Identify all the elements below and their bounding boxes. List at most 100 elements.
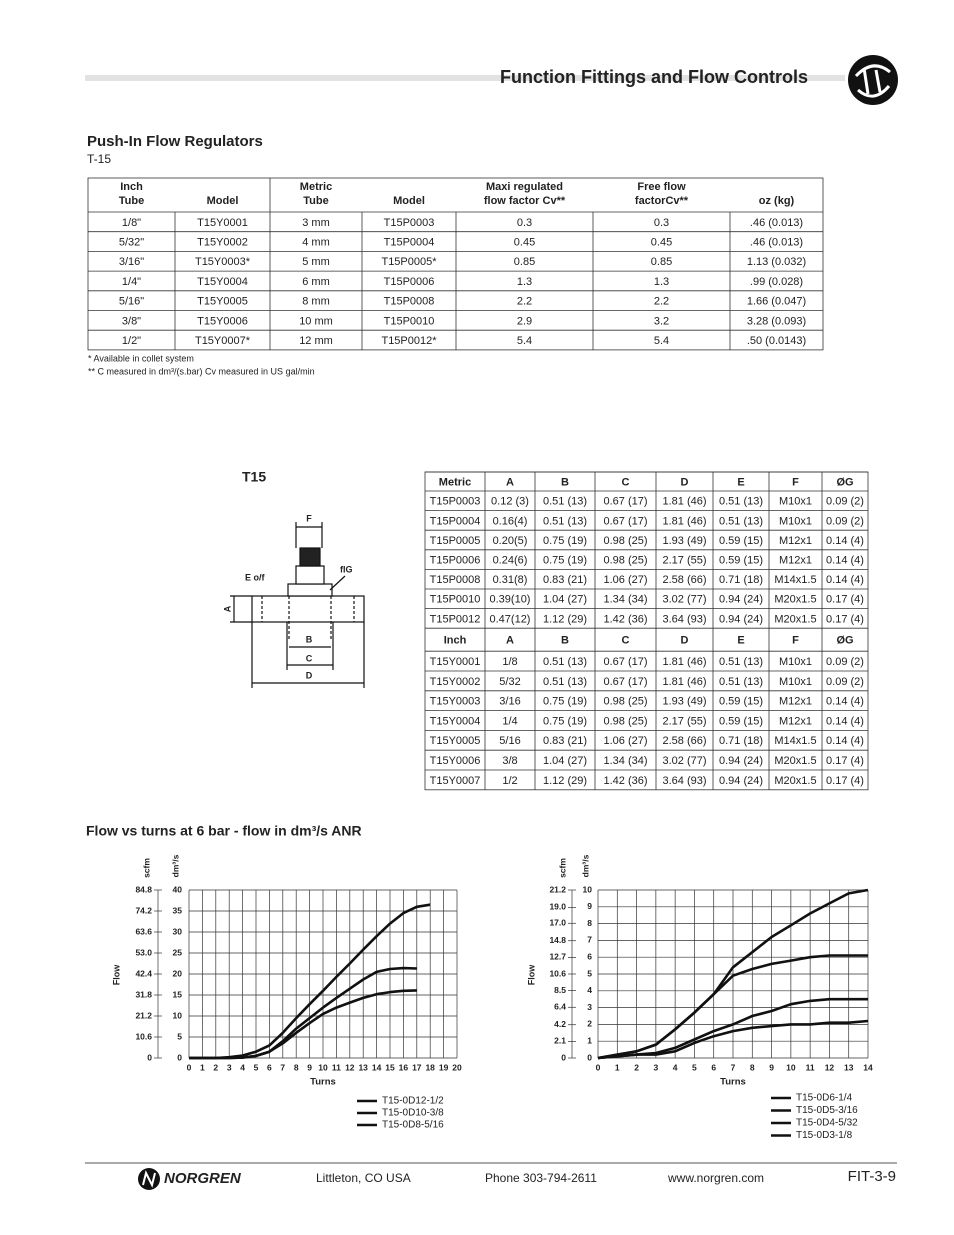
table-cell: 1.12 (29) <box>543 613 587 625</box>
y-tick-label: 8 <box>587 918 592 928</box>
table-cell: T15Y0004 <box>430 715 481 727</box>
table-header: Tube <box>303 195 328 207</box>
y2-tick-label: 10.6 <box>135 1031 152 1041</box>
diagram-title: T15 <box>242 469 266 485</box>
x-tick-label: 8 <box>750 1062 755 1072</box>
y-tick-label: 10 <box>173 1010 183 1020</box>
table-cell: 1.93 (49) <box>662 535 706 547</box>
table-cell: 1.42 (36) <box>603 775 647 787</box>
table-cell: 0.17 (4) <box>826 755 864 767</box>
x-tick-label: 4 <box>673 1062 678 1072</box>
table-cell: T15P0003 <box>430 496 481 508</box>
brand-mark-n <box>142 1170 156 1188</box>
table-header: E <box>737 476 744 488</box>
x-tick-label: 10 <box>786 1062 796 1072</box>
y-tick-label: 4 <box>587 985 592 995</box>
table-cell: 3/16 <box>499 696 520 708</box>
x-tick-label: 16 <box>399 1062 409 1072</box>
table-cell: 2.9 <box>517 315 532 327</box>
table-cell: 5.4 <box>654 335 669 347</box>
table-cell: 0.16(4) <box>493 515 528 527</box>
table-cell: 2.2 <box>517 296 532 308</box>
table-cell: 0.94 (24) <box>719 775 763 787</box>
table-cell: 0.94 (24) <box>719 613 763 625</box>
table-cell: 0.17 (4) <box>826 775 864 787</box>
y2-tick-label: 10.6 <box>549 968 566 978</box>
y2-tick-label: 21.2 <box>549 884 566 894</box>
series-line <box>597 1019 869 1060</box>
x-tick-label: 11 <box>332 1062 341 1072</box>
dim-label: B <box>306 634 313 644</box>
table-cell: 12 mm <box>299 335 333 347</box>
table-header: D <box>681 476 689 488</box>
y2-tick-label: 53.0 <box>135 947 152 957</box>
table-cell: 0.12 (3) <box>491 496 529 508</box>
x-tick-label: 18 <box>425 1062 435 1072</box>
table-header: B <box>561 635 569 647</box>
table-cell: 5/32 <box>499 676 520 688</box>
table-cell: 0.51 (13) <box>719 656 763 668</box>
table-cell: 0.98 (25) <box>603 715 647 727</box>
table-cell: 1.81 (46) <box>662 496 706 508</box>
table-cell: 0.17 (4) <box>826 613 864 625</box>
table-cell: 0.59 (15) <box>719 696 763 708</box>
table-cell: 0.24(6) <box>493 555 528 567</box>
table-header: F <box>792 635 799 647</box>
table-cell: 0.09 (2) <box>826 676 864 688</box>
table-cell: 0.75 (19) <box>543 715 587 727</box>
legend-label: T15-0D3-1/8 <box>796 1130 853 1141</box>
table-cell: T15Y0006 <box>430 755 481 767</box>
table-cell: T15P0012 <box>430 613 481 625</box>
table-cell: 1.3 <box>654 276 669 288</box>
x-tick-label: 3 <box>653 1062 658 1072</box>
table-cell: 0.14 (4) <box>826 696 864 708</box>
table-cell: 1/8" <box>122 217 141 229</box>
x-tick-label: 2 <box>213 1062 218 1072</box>
table-cell: 0.20(5) <box>493 535 528 547</box>
y-axis-label: Flow <box>111 964 121 985</box>
y2-tick-label: 74.2 <box>135 905 152 915</box>
table-border <box>424 471 869 791</box>
table-cell: 8 mm <box>302 296 330 308</box>
table-cell: 0.51 (13) <box>719 515 763 527</box>
y-tick-label: 25 <box>173 947 183 957</box>
fitting-drawing <box>230 522 365 688</box>
table-cell: 0.14 (4) <box>826 535 864 547</box>
dim-label: D <box>306 670 313 680</box>
table-cell: 2.17 (55) <box>662 715 706 727</box>
table-cell: 0.75 (19) <box>543 555 587 567</box>
x-tick-label: 9 <box>307 1062 312 1072</box>
table-cell: M10x1 <box>779 676 812 688</box>
table-cell: M10x1 <box>779 496 812 508</box>
table-cell: 3/8 <box>502 755 517 767</box>
table-cell: 0.59 (15) <box>719 555 763 567</box>
table-header: Metric <box>439 476 471 488</box>
table-cell: 1.06 (27) <box>603 735 647 747</box>
x-tick-label: 15 <box>385 1062 395 1072</box>
y2-tick-label: 12.7 <box>549 952 566 962</box>
y2-tick-label: 4.2 <box>554 1019 566 1029</box>
table-cell: 2.17 (55) <box>662 555 706 567</box>
table-cell: 1.04 (27) <box>543 755 587 767</box>
x-tick-label: 17 <box>412 1062 422 1072</box>
table-cell: 5/16 <box>499 735 520 747</box>
table-cell: 1/2" <box>122 335 141 347</box>
table-cell: 0.59 (15) <box>719 535 763 547</box>
table-header: A <box>506 635 514 647</box>
x-tick-label: 8 <box>294 1062 299 1072</box>
table-header: F <box>792 476 799 488</box>
table-cell: 3 mm <box>302 217 330 229</box>
table-cell: T15Y0004 <box>197 276 248 288</box>
table-cell: 0.94 (24) <box>719 594 763 606</box>
table-header: ØG <box>836 476 853 488</box>
table-cell: 2.2 <box>654 296 669 308</box>
series-line <box>189 966 417 1060</box>
table-cell: 1.34 (34) <box>603 755 647 767</box>
x-tick-label: 3 <box>227 1062 232 1072</box>
table-header: ØG <box>836 635 853 647</box>
legend-label: T15-0D6-1/4 <box>796 1093 853 1104</box>
y2-tick-label: 17.0 <box>549 918 566 928</box>
series-line <box>597 954 868 1060</box>
table-cell: 2.58 (66) <box>662 574 706 586</box>
table-cell: 0.31(8) <box>493 574 528 586</box>
